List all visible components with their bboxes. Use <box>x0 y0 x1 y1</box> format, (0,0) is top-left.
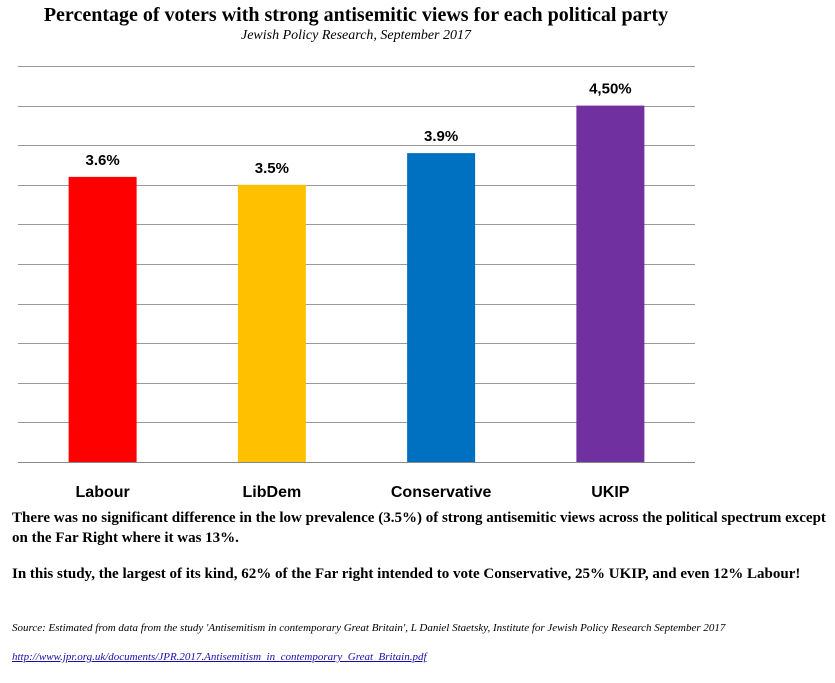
bar-ukip <box>576 105 645 462</box>
data-label: 3.6% <box>86 152 120 169</box>
category-label: Labour <box>76 484 130 501</box>
data-label: 3.9% <box>424 128 458 145</box>
bar-chart: 3.6% 3.5% 3.9% 4,50% Labour LibDem Conservati… <box>18 66 695 501</box>
category-label: LibDem <box>243 484 302 501</box>
bars <box>68 105 645 463</box>
category-label: Conservative <box>391 484 492 501</box>
source-citation: Source: Estimated from data from the stu… <box>12 622 726 634</box>
data-label: 4,50% <box>589 81 632 98</box>
data-label: 3.5% <box>255 160 289 177</box>
chart-subtitle: Jewish Policy Research, September 2017 <box>240 28 472 43</box>
bar-libdem <box>237 184 306 463</box>
note-paragraph-2: In this study, the largest of its kind, … <box>12 566 801 582</box>
bar-conservative <box>407 153 476 462</box>
chart-title: Percentage of voters with strong antisem… <box>43 4 669 26</box>
category-labels: Labour LibDem Conservative UKIP <box>76 484 630 501</box>
source-link[interactable]: http://www.jpr.org.uk/documents/JPR.2017… <box>12 651 427 663</box>
note-paragraph-1: There was no significant difference in t… <box>12 510 826 546</box>
bar-labour <box>68 176 137 462</box>
data-labels: 3.6% 3.5% 3.9% 4,50% <box>86 81 632 177</box>
category-label: UKIP <box>591 484 630 501</box>
